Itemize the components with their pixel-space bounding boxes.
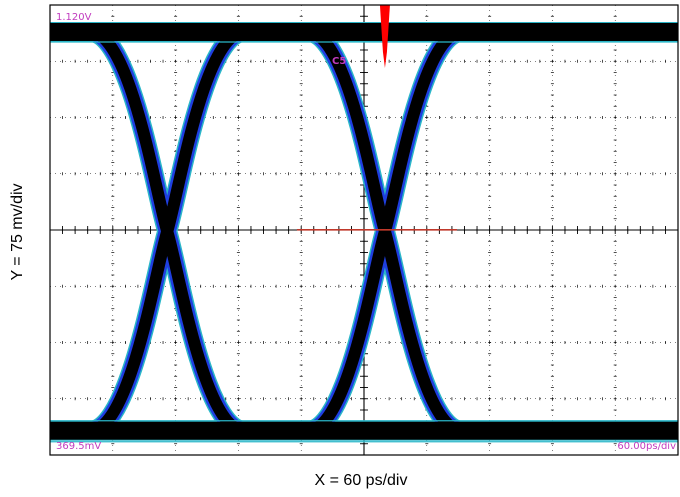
bottom-left-readout: 369.5mV <box>56 441 101 452</box>
high-level-band <box>50 22 678 41</box>
cursor-label: C5 <box>332 56 346 67</box>
low-level-band <box>50 421 678 440</box>
histogram-marker <box>379 5 390 68</box>
x-axis-label: X = 60 ps/div <box>315 472 408 489</box>
plot-frame <box>49 4 679 456</box>
y-axis-label: Y = 75 mv/div <box>9 183 26 280</box>
eye-traces <box>50 21 678 443</box>
markers <box>296 5 457 231</box>
bottom-right-readout: 60.00ps/div <box>617 441 676 452</box>
top-left-readout: 1.120V <box>56 12 92 23</box>
